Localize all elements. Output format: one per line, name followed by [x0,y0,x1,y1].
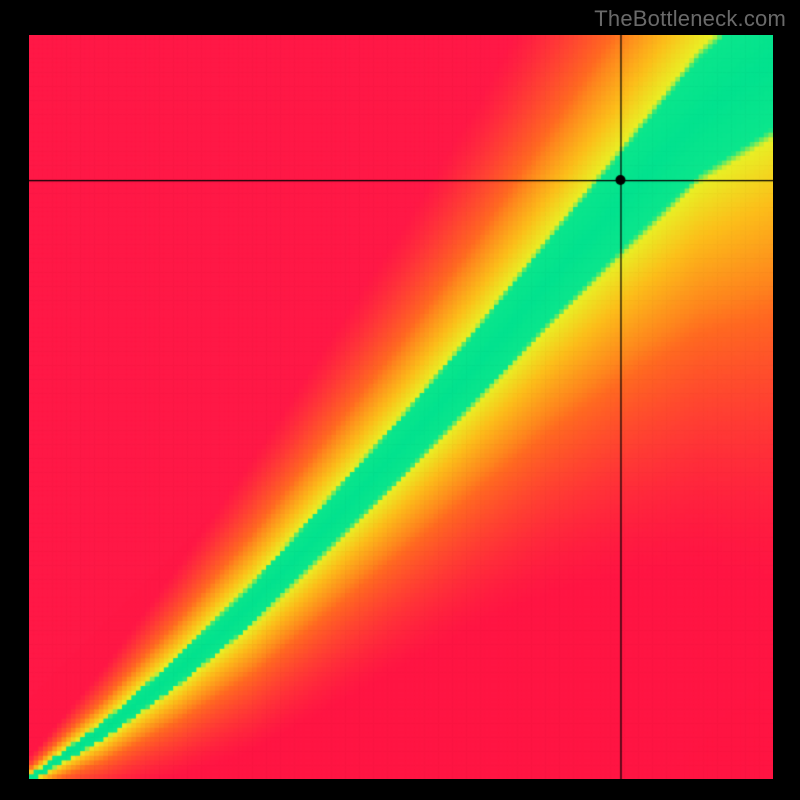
chart-container: TheBottleneck.com [0,0,800,800]
watermark-text: TheBottleneck.com [594,6,786,32]
bottleneck-heatmap [29,35,773,779]
